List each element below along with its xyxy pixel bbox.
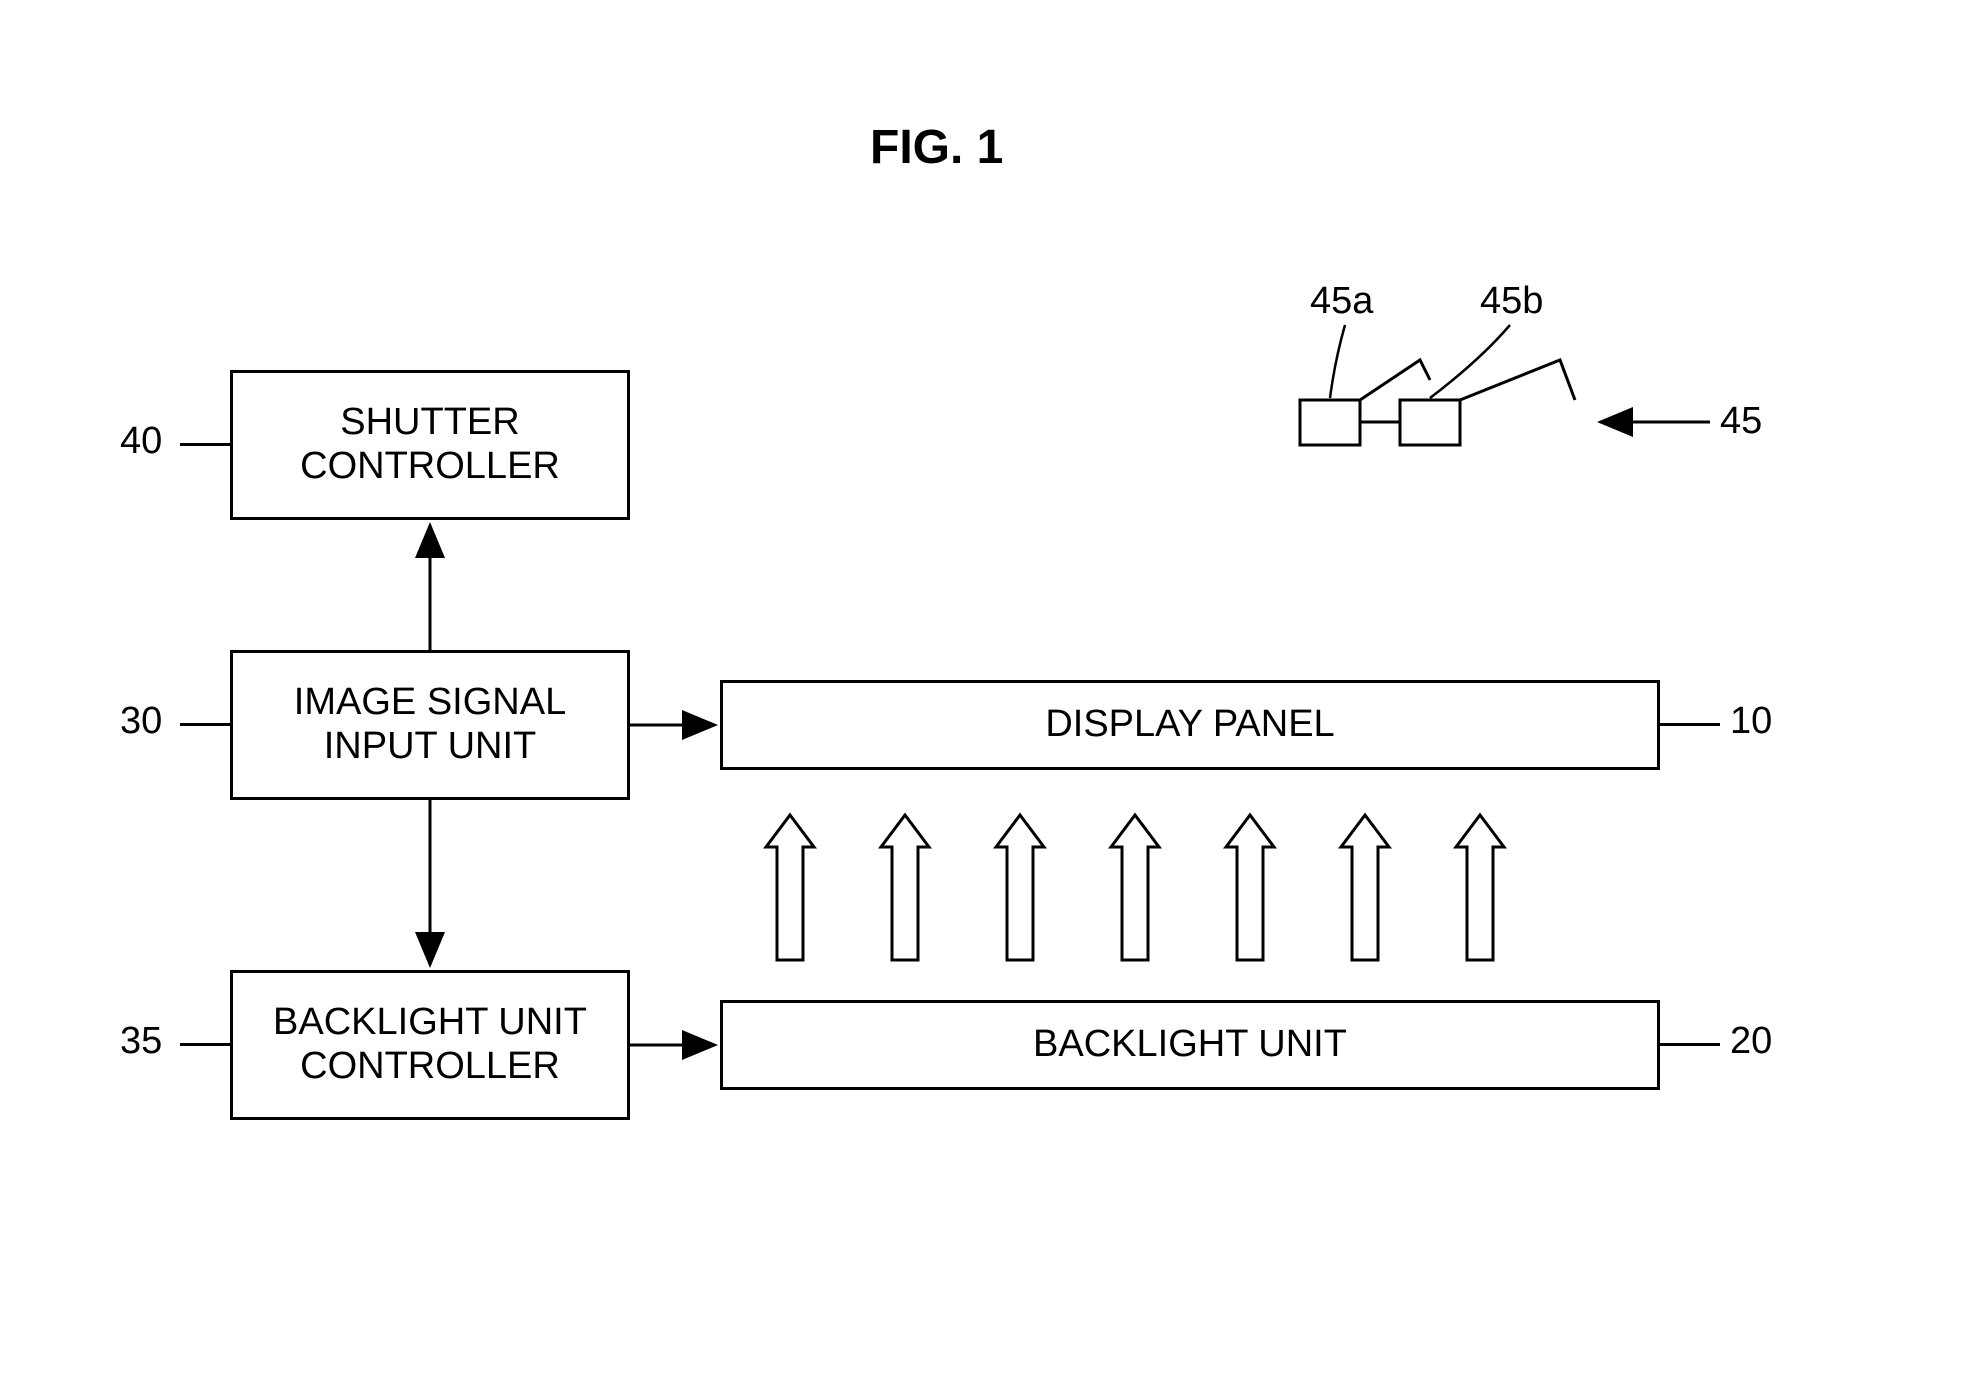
up-arrow-icon [1456,815,1504,960]
display-panel-box: DISPLAY PANEL [720,680,1660,770]
ref-45a: 45a [1310,280,1373,323]
image-signal-input-label: IMAGE SIGNALINPUT UNIT [294,681,566,768]
backlight-controller-label: BACKLIGHT UNITCONTROLLER [273,1001,587,1088]
leader-45a [1330,325,1345,398]
up-arrow-icon [766,815,814,960]
ref-30: 30 [120,700,162,743]
ref-20: 20 [1730,1020,1772,1063]
up-arrow-icon [996,815,1044,960]
ref-40: 40 [120,420,162,463]
backlight-controller-box: BACKLIGHT UNITCONTROLLER [230,970,630,1120]
backlight-unit-box: BACKLIGHT UNIT [720,1000,1660,1090]
glasses-icon [1300,360,1575,445]
backlight-unit-label: BACKLIGHT UNIT [1033,1023,1347,1067]
ref-45b: 45b [1480,280,1543,323]
tick-35 [180,1043,230,1046]
image-signal-input-box: IMAGE SIGNALINPUT UNIT [230,650,630,800]
tick-10 [1660,723,1720,726]
up-arrow-icon [1341,815,1389,960]
tick-40 [180,443,230,446]
display-panel-label: DISPLAY PANEL [1045,703,1334,747]
leader-45b [1430,325,1510,398]
ref-10: 10 [1730,700,1772,743]
shutter-controller-box: SHUTTERCONTROLLER [230,370,630,520]
shutter-controller-label: SHUTTERCONTROLLER [300,401,560,488]
tick-20 [1660,1043,1720,1046]
up-arrow-icon [1111,815,1159,960]
figure-title: FIG. 1 [870,120,1003,175]
ref-35: 35 [120,1020,162,1063]
diagram-canvas: FIG. 1 SHUTTERCONTROLLER 40 IMAGE SIGNAL… [0,0,1968,1400]
tick-30 [180,723,230,726]
up-arrow-icon [1226,815,1274,960]
up-arrow-icon [881,815,929,960]
ref-45: 45 [1720,400,1762,443]
up-arrows-group [766,815,1504,960]
